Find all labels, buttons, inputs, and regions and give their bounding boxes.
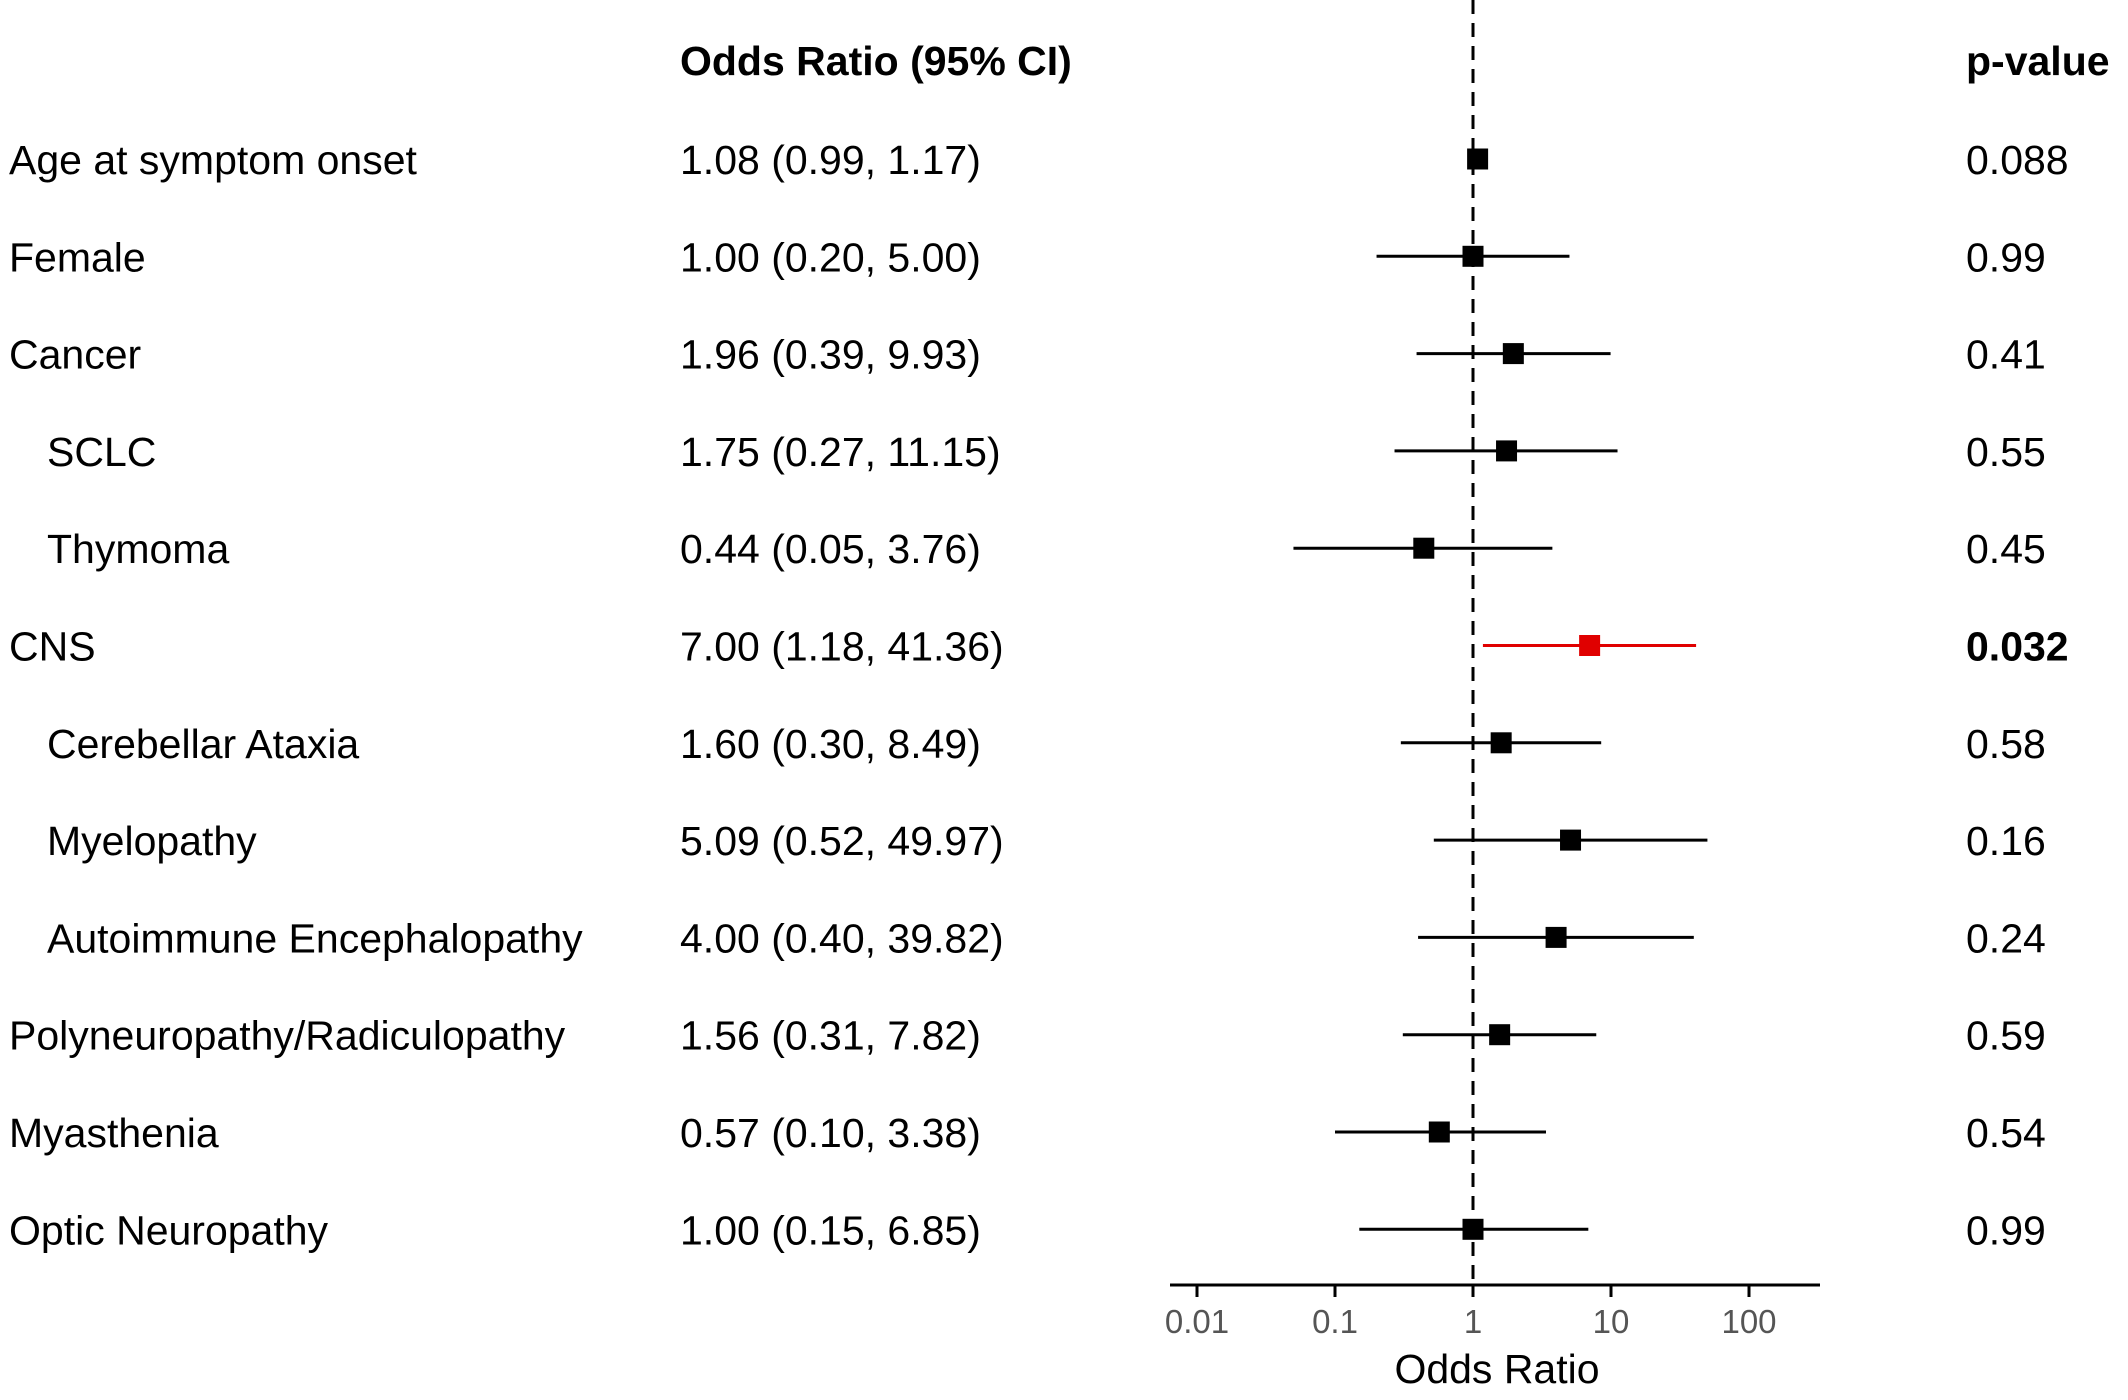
forest-row: Myelopathy 5.09 (0.52, 49.97) 0.16: [47, 818, 2046, 864]
p-value-text: 0.41: [1966, 332, 2046, 378]
or-point-marker: [1502, 343, 1524, 365]
p-value-text: 0.16: [1966, 818, 2046, 864]
or-point-marker: [1489, 1024, 1511, 1046]
row-label: Cancer: [9, 332, 141, 378]
or-point-marker: [1490, 732, 1512, 754]
forest-row: Polyneuropathy/Radiculopathy 1.56 (0.31, …: [9, 1013, 2046, 1059]
forest-row: Cerebellar Ataxia 1.60 (0.30, 8.49) 0.58: [47, 721, 2046, 767]
or-column-header: Odds Ratio (95% CI): [680, 38, 1072, 84]
odds-ratio-ci-text: 1.00 (0.15, 6.85): [680, 1207, 981, 1253]
p-value-text: 0.032: [1966, 624, 2069, 670]
forest-row: Cancer 1.96 (0.39, 9.93) 0.41: [9, 332, 2046, 378]
odds-ratio-ci-text: 4.00 (0.40, 39.82): [680, 915, 1004, 961]
row-label: Myelopathy: [47, 818, 257, 864]
x-axis: 0.01 0.1 1 10 100: [1165, 1283, 1820, 1340]
forest-row: Myasthenia 0.57 (0.10, 3.38) 0.54: [9, 1110, 2046, 1156]
or-point-marker: [1413, 537, 1435, 559]
forest-row: CNS 7.00 (1.18, 41.36) 0.032: [9, 624, 2069, 670]
or-point-marker: [1428, 1121, 1450, 1143]
forest-row: Optic Neuropathy 1.00 (0.15, 6.85) 0.99: [9, 1207, 2046, 1253]
p-value-text: 0.55: [1966, 429, 2046, 475]
odds-ratio-ci-text: 5.09 (0.52, 49.97): [680, 818, 1004, 864]
p-value-column-header: p-value: [1966, 38, 2110, 84]
forest-row: Thymoma 0.44 (0.05, 3.76) 0.45: [47, 526, 2046, 572]
x-tick-label: 100: [1721, 1303, 1776, 1340]
odds-ratio-ci-text: 1.75 (0.27, 11.15): [680, 429, 1001, 475]
x-tick-label: 1: [1464, 1303, 1482, 1340]
x-axis-title: Odds Ratio: [1394, 1346, 1599, 1392]
or-point-marker: [1560, 829, 1582, 851]
row-label: SCLC: [47, 429, 156, 475]
odds-ratio-ci-text: 1.60 (0.30, 8.49): [680, 721, 981, 767]
p-value-text: 0.54: [1966, 1110, 2046, 1156]
or-point-marker: [1545, 926, 1567, 948]
row-label: Autoimmune Encephalopathy: [47, 915, 583, 961]
row-label: Myasthenia: [9, 1110, 219, 1156]
p-value-text: 0.58: [1966, 721, 2046, 767]
p-value-text: 0.59: [1966, 1013, 2046, 1059]
odds-ratio-ci-text: 1.00 (0.20, 5.00): [680, 234, 981, 280]
or-point-marker: [1467, 148, 1489, 170]
or-point-marker: [1496, 440, 1518, 462]
odds-ratio-ci-text: 7.00 (1.18, 41.36): [680, 624, 1004, 670]
row-label: Thymoma: [47, 526, 229, 572]
odds-ratio-ci-text: 1.96 (0.39, 9.93): [680, 332, 981, 378]
or-point-marker: [1462, 245, 1484, 267]
x-tick-label: 0.01: [1165, 1303, 1229, 1340]
forest-row: SCLC 1.75 (0.27, 11.15) 0.55: [47, 429, 2046, 475]
odds-ratio-ci-text: 1.08 (0.99, 1.17): [680, 137, 981, 183]
odds-ratio-ci-text: 0.44 (0.05, 3.76): [680, 526, 981, 572]
forest-row: Female 1.00 (0.20, 5.00) 0.99: [9, 234, 2046, 280]
p-value-text: 0.088: [1966, 137, 2069, 183]
p-value-text: 0.24: [1966, 915, 2046, 961]
row-label: Female: [9, 234, 146, 280]
p-value-text: 0.99: [1966, 1207, 2046, 1253]
row-label: Age at symptom onset: [9, 137, 418, 183]
x-tick-label: 0.1: [1312, 1303, 1358, 1340]
odds-ratio-ci-text: 1.56 (0.31, 7.82): [680, 1013, 981, 1059]
rows-layer: Age at symptom onset 1.08 (0.99, 1.17) 0.0…: [9, 137, 2069, 1253]
p-value-text: 0.45: [1966, 526, 2046, 572]
row-label: Polyneuropathy/Radiculopathy: [9, 1013, 566, 1059]
row-label: Cerebellar Ataxia: [47, 721, 359, 767]
or-point-marker: [1579, 635, 1601, 656]
or-point-marker: [1462, 1218, 1484, 1240]
odds-ratio-ci-text: 0.57 (0.10, 3.38): [680, 1110, 981, 1156]
forest-row: Age at symptom onset 1.08 (0.99, 1.17) 0.0…: [9, 137, 2069, 183]
row-label: CNS: [9, 624, 96, 670]
forest-row: Autoimmune Encephalopathy 4.00 (0.40, 39.…: [47, 915, 2046, 961]
row-label: Optic Neuropathy: [9, 1207, 329, 1253]
p-value-text: 0.99: [1966, 234, 2046, 280]
x-tick-label: 10: [1593, 1303, 1630, 1340]
